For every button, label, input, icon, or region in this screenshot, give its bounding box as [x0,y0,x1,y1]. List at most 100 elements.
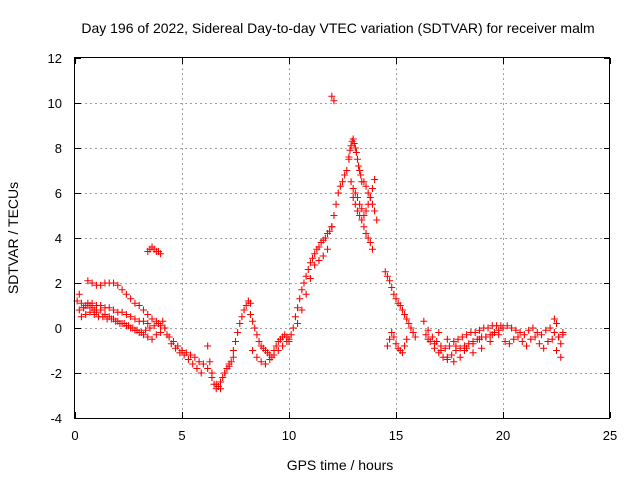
data-point [148,315,156,323]
data-point [475,326,483,334]
data-point [139,317,147,325]
x-axis-label: GPS time / hours [287,457,394,473]
data-point [403,335,411,343]
x-tick-label: 15 [389,428,403,443]
data-point [142,326,150,334]
data-point [253,353,261,361]
y-tick-label: 0 [55,321,62,336]
data-point [311,261,319,269]
data-point [324,245,332,253]
data-point [176,349,184,357]
data-point [137,329,145,336]
data-point [358,216,366,224]
data-point [114,281,122,289]
data-point [456,353,464,361]
data-point [351,144,359,152]
data-point [460,347,468,354]
data-point [270,351,278,359]
data-point [346,146,354,154]
data-point [302,272,310,280]
data-point [398,349,406,357]
data-point [508,324,516,332]
data-point [285,338,293,345]
data-point [88,279,96,287]
data-point [495,331,503,339]
data-point [405,320,413,327]
x-tick-label: 20 [496,428,510,443]
data-point [392,340,400,348]
data-point [488,331,496,339]
data-point [501,338,509,345]
data-point [499,324,507,332]
data-point [300,279,308,287]
x-tick-label: 25 [603,428,617,443]
data-point [383,272,391,280]
data-point [544,338,552,345]
data-point [512,326,520,334]
data-point [294,320,302,327]
chart-title: Day 196 of 2022, Sidereal Day-to-day VTE… [81,20,594,36]
data-point [368,245,376,253]
x-tick-label: 5 [178,428,185,443]
data-point [118,308,126,316]
data-point [450,338,458,345]
data-point [246,311,254,318]
y-tick-label: 4 [55,231,62,246]
data-point [148,335,156,343]
data-point [238,313,246,321]
data-point [441,344,449,352]
data-point [240,306,248,314]
data-point [193,365,201,372]
data-point [110,306,118,314]
data-point [232,338,239,345]
data-point [349,135,357,143]
data-point [486,338,494,345]
data-point [357,171,365,179]
data-point [503,322,511,330]
data-point [309,254,317,262]
data-point [443,353,451,361]
data-point [548,335,556,343]
data-point [125,322,132,330]
data-point [435,329,443,336]
data-point [386,277,394,285]
data-point [133,326,141,334]
data-point [302,290,310,298]
data-point [424,326,432,334]
y-tick-label: 2 [55,276,62,291]
data-point [362,182,370,190]
data-point [390,290,398,298]
data-point [289,324,297,332]
data-point [242,302,250,309]
data-point [349,194,357,201]
data-point [557,340,565,348]
data-point [527,335,535,343]
data-point [326,227,334,235]
data-point [456,344,464,352]
data-point [505,340,513,348]
data-point [452,342,460,350]
data-point [255,338,263,345]
data-point [371,176,379,183]
data-point [135,302,143,309]
data-point [553,347,560,354]
data-point [84,302,92,309]
data-point [353,155,361,163]
data-point [478,344,486,352]
data-point [212,380,220,388]
data-point [206,358,214,366]
data-point [279,342,287,350]
gridlines [75,58,610,418]
data-point [392,295,400,303]
data-point [163,331,171,339]
data-point [294,304,302,312]
data-point [167,340,175,348]
data-point [341,171,349,179]
x-tick-labels: 0 5 10 15 20 25 [71,428,617,443]
data-point [424,335,432,343]
data-point [339,178,346,186]
data-point [298,306,306,314]
data-point [454,335,462,343]
data-point [75,306,83,314]
data-point [514,333,522,341]
